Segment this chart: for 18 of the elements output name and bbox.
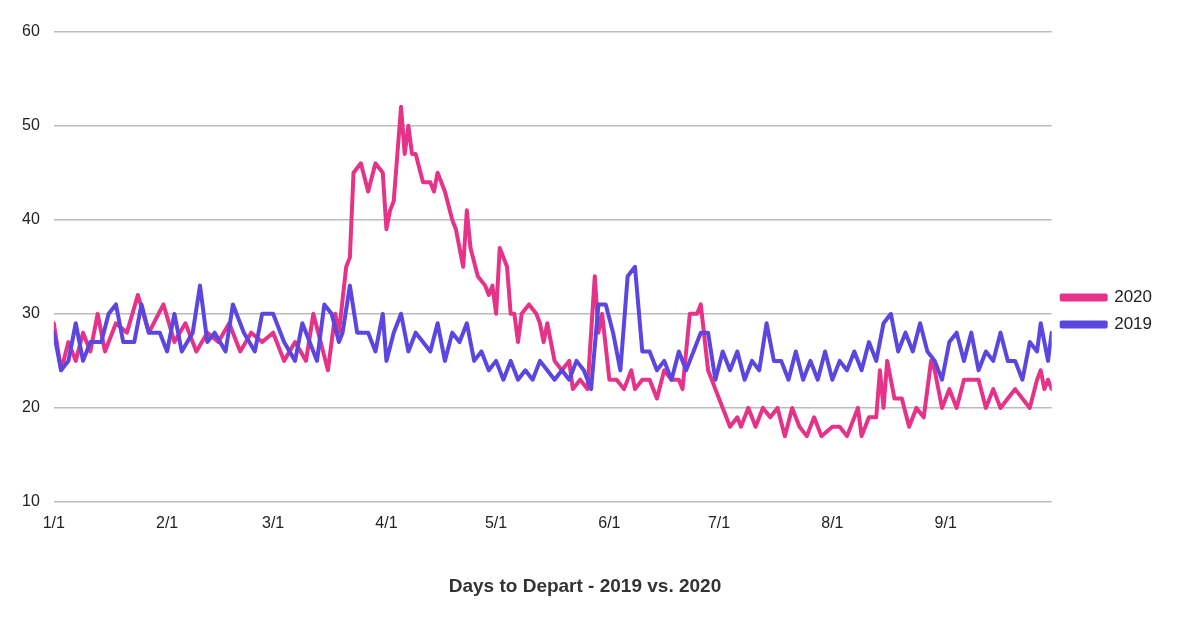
legend-label: 2020	[1114, 287, 1153, 307]
y-tick-label: 20	[22, 398, 40, 416]
y-tick-label: 60	[22, 22, 40, 40]
x-tick-label: 1/1	[42, 514, 66, 532]
y-tick-label: 30	[22, 304, 40, 322]
y-tick-label: 50	[22, 116, 40, 134]
y-tick-label: 10	[22, 492, 40, 510]
x-tick-label: 6/1	[598, 514, 621, 532]
y-tick-label: 40	[22, 210, 40, 228]
legend-label: 2019	[1114, 314, 1153, 334]
x-tick-label: 5/1	[484, 514, 508, 532]
x-tick-label: 4/1	[375, 514, 398, 532]
x-tick-label: 2/1	[155, 514, 179, 532]
x-tick-label: 7/1	[707, 514, 731, 532]
x-tick-label: 8/1	[821, 514, 844, 532]
x-tick-label: 3/1	[261, 514, 285, 532]
text: Days to Depart - 2019 vs. 2020	[448, 574, 722, 596]
x-tick-label: 9/1	[934, 514, 957, 532]
